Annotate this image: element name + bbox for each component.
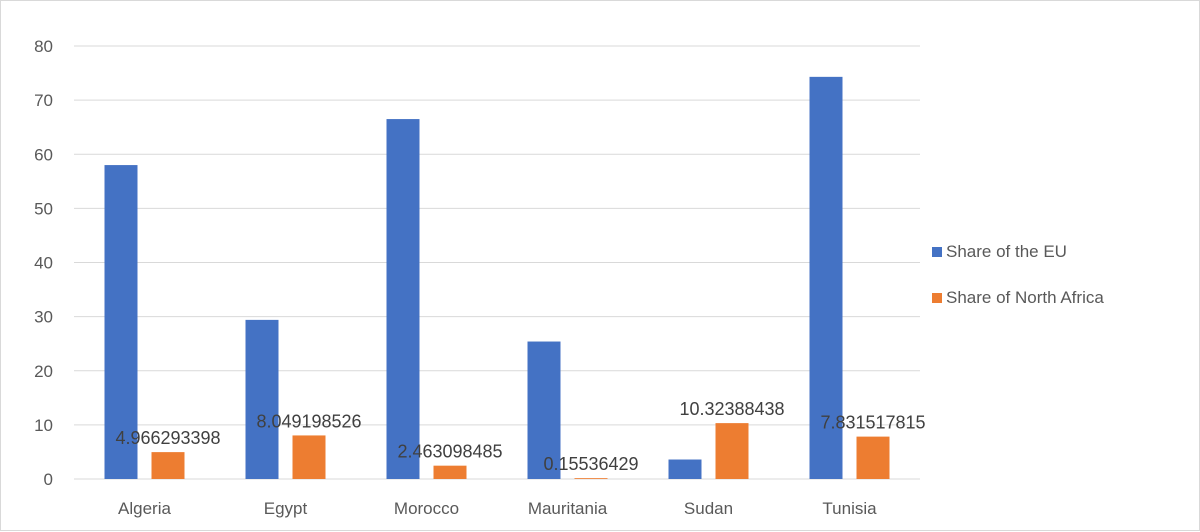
- x-category-label: Mauritania: [528, 499, 608, 518]
- bar-share-eu: [527, 341, 561, 479]
- x-category-label: Algeria: [118, 499, 171, 518]
- y-tick-label: 0: [44, 470, 53, 489]
- legend-label: Share of North Africa: [946, 288, 1104, 307]
- y-tick-label: 50: [34, 199, 53, 218]
- bar-share-eu: [668, 459, 702, 479]
- y-tick-label: 80: [34, 37, 53, 56]
- y-tick-label: 40: [34, 254, 53, 273]
- x-category-label: Tunisia: [822, 499, 877, 518]
- bar-share-north-africa: [292, 435, 326, 479]
- x-category-label: Sudan: [684, 499, 733, 518]
- data-label: 2.463098485: [397, 442, 502, 462]
- data-label: 10.32388438: [679, 399, 784, 419]
- bar-share-north-africa: [433, 465, 467, 479]
- y-tick-label: 10: [34, 416, 53, 435]
- bar-share-eu: [104, 165, 138, 479]
- legend-swatch: [932, 247, 942, 257]
- y-tick-label: 60: [34, 145, 53, 164]
- y-tick-label: 20: [34, 362, 53, 381]
- data-label: 4.966293398: [115, 428, 220, 448]
- bar-share-eu: [809, 76, 843, 479]
- bar-share-north-africa: [574, 478, 608, 479]
- bar-share-north-africa: [151, 452, 185, 479]
- y-tick-label: 70: [34, 91, 53, 110]
- x-category-label: Morocco: [394, 499, 459, 518]
- bar-share-eu: [245, 319, 279, 479]
- bar-share-north-africa: [715, 423, 749, 479]
- bars: [104, 76, 890, 479]
- legend-label: Share of the EU: [946, 242, 1067, 261]
- y-tick-label: 30: [34, 308, 53, 327]
- bar-share-north-africa: [856, 436, 890, 479]
- x-category-label: Egypt: [264, 499, 308, 518]
- y-axis-tick-labels: 0 10 20 30 40 50 60 70 80: [34, 37, 53, 489]
- x-axis-category-labels: Algeria Egypt Morocco Mauritania Sudan Tunisi…: [118, 499, 877, 518]
- gridlines: [74, 45, 920, 480]
- data-labels: 4.966293398 8.049198526 2.463098485 0.15536…: [115, 399, 925, 474]
- bar-share-eu: [386, 119, 420, 479]
- legend: Share of the EU Share of North Africa: [932, 242, 1104, 307]
- data-label: 0.15536429: [543, 454, 638, 474]
- data-label: 7.831517815: [820, 413, 925, 433]
- legend-swatch: [932, 293, 942, 303]
- data-label: 8.049198526: [256, 411, 361, 431]
